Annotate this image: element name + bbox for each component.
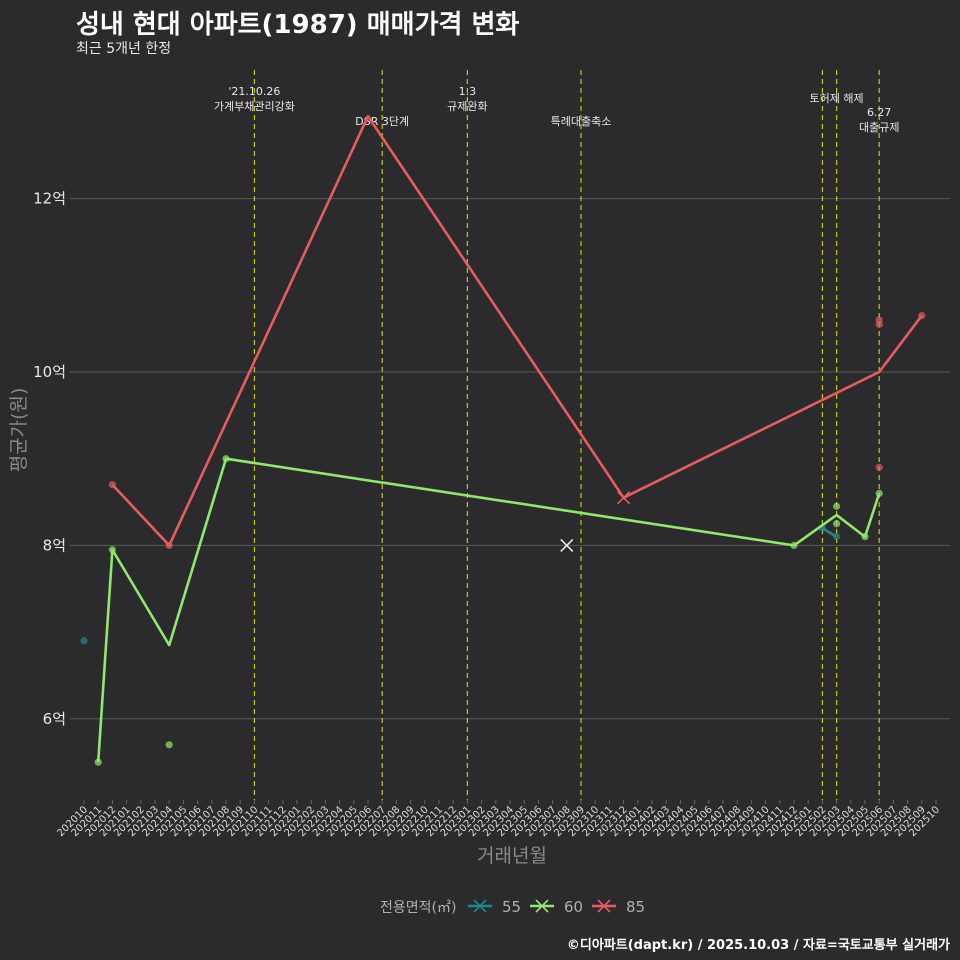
data-point-60 <box>108 546 116 554</box>
event-label: 1.3 <box>459 85 477 98</box>
series-line-85 <box>111 114 923 547</box>
legend-swatch-cross <box>473 899 487 913</box>
legend-swatch-cross <box>597 899 611 913</box>
gridlines <box>70 198 950 720</box>
data-point-60 <box>165 741 173 749</box>
cross-marker-60 <box>560 538 574 552</box>
cross-stroke <box>560 538 574 552</box>
data-point-60 <box>833 502 841 510</box>
data-point-85 <box>165 541 173 550</box>
data-point-55 <box>80 637 88 645</box>
source-caption: ©디아파트(dapt.kr) / 2025.10.03 / 자료=국토교통부 실… <box>566 938 950 953</box>
event-label: 특례대출축소 <box>551 115 612 128</box>
chart-subtitle: 최근 5개년 한정 <box>76 41 172 57</box>
event-label: 6.27 <box>867 106 892 119</box>
y-axis-title: 평균가(원) <box>8 388 30 473</box>
event-label: '21.10.26 <box>228 85 280 98</box>
data-point-60 <box>875 489 883 497</box>
legend-swatch-cross <box>535 899 549 913</box>
data-point-85 <box>108 481 116 489</box>
event-label: 대출규제 <box>859 121 899 134</box>
event-label: 토허제 해제 <box>810 91 864 105</box>
legend-item-85: 85 <box>592 898 645 916</box>
data-point-60 <box>861 533 869 541</box>
y-tick-label: 12억 <box>33 190 66 208</box>
legend-item-60: 60 <box>530 898 583 916</box>
data-point-55 <box>833 533 841 541</box>
data-point-85 <box>875 320 883 328</box>
data-point-85 <box>918 312 926 320</box>
data-series <box>80 114 926 766</box>
y-tick-label: 6억 <box>43 710 66 728</box>
x-axis-ticks: 2020102020112020122021012021022021032021… <box>55 800 942 839</box>
data-point-60 <box>94 758 102 766</box>
series-line-60 <box>96 457 881 763</box>
data-point-60 <box>790 541 798 550</box>
cross-stroke <box>617 491 631 505</box>
x-axis-title: 거래년월 <box>477 845 547 867</box>
cross-marker-85 <box>617 491 631 505</box>
legend: 전용면적(㎡) 55 60 85 <box>380 898 645 916</box>
event-label: 규제완화 <box>447 100 487 113</box>
data-point-60 <box>222 455 230 463</box>
y-axis-ticks: 6억 8억 10억 12억 <box>33 190 66 728</box>
y-tick-label: 10억 <box>33 363 66 381</box>
y-tick-label: 8억 <box>43 536 66 554</box>
legend-label: 85 <box>626 898 645 916</box>
data-point-85 <box>875 463 883 471</box>
legend-label: 55 <box>502 898 521 916</box>
legend-item-55: 55 <box>468 898 521 916</box>
chart-title: 성내 현대 아파트(1987) 매매가격 변화 <box>76 10 520 40</box>
data-point-60 <box>833 520 841 528</box>
legend-label: 60 <box>564 898 583 916</box>
legend-title: 전용면적(㎡) <box>380 900 456 916</box>
event-label: 가계부채관리강화 <box>214 100 295 113</box>
